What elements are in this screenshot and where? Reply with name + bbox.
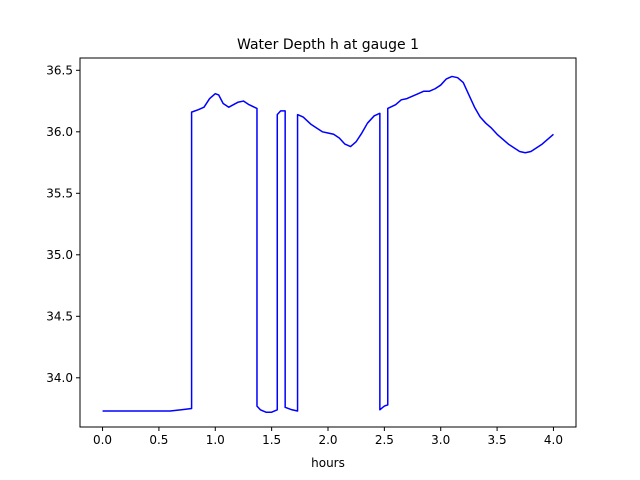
x-tick-label: 1.0 [206,433,225,447]
x-tick-label: 1.5 [262,433,281,447]
y-axis-ticks: 34.0 34.5 35.0 35.5 36.0 36.5 [46,63,80,385]
x-tick-label: 4.0 [544,433,563,447]
series-line [102,75,554,413]
x-axis-label: hours [311,456,345,470]
chart-title: Water Depth h at gauge 1 [237,37,419,53]
y-tick-label: 36.0 [46,125,73,139]
y-tick-label: 34.5 [46,309,73,323]
x-tick-label: 3.0 [431,433,450,447]
x-tick-label: 0.5 [149,433,168,447]
x-tick-label: 0.0 [93,433,112,447]
x-tick-label: 3.5 [488,433,507,447]
y-tick-label: 35.0 [46,248,73,262]
x-tick-label: 2.5 [375,433,394,447]
x-tick-label: 2.0 [318,433,337,447]
y-tick-label: 34.0 [46,371,73,385]
x-axis-ticks: 0.0 0.5 1.0 1.5 2.0 2.5 3.0 3.5 4.0 [93,427,563,447]
y-tick-label: 35.5 [46,186,73,200]
y-tick-label: 36.5 [46,63,73,77]
